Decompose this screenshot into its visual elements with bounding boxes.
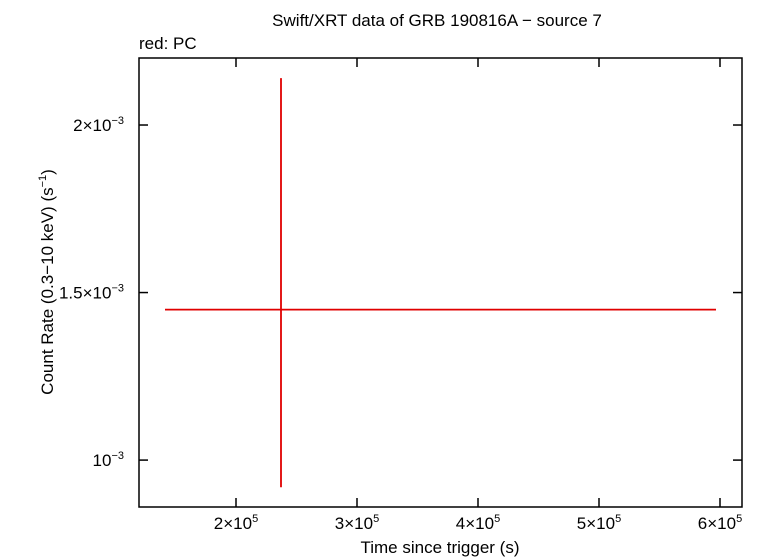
plot-frame [138, 57, 743, 508]
x-axis-label: Time since trigger (s) [360, 538, 519, 557]
y-axis-label-end: ) [38, 169, 57, 175]
annotation: red: PC [139, 34, 197, 53]
tick-label: 2×105 [214, 513, 258, 533]
tick-label-exponent: 5 [373, 513, 379, 525]
tick-label-mantissa: 1.5×10 [59, 284, 111, 303]
tick-label-exponent: 5 [494, 513, 500, 525]
tick-label: 1.5×10−3 [59, 283, 124, 303]
tick-label: 10−3 [93, 450, 124, 470]
tick-label-mantissa: 2×10 [214, 514, 252, 533]
tick-label-exponent: −3 [111, 283, 124, 295]
tick-label-exponent: −3 [111, 115, 124, 127]
tick-label-exponent: 5 [615, 513, 621, 525]
tick-label: 4×105 [456, 513, 500, 533]
tick-label-mantissa: 5×10 [577, 514, 615, 533]
tick-label: 6×105 [698, 513, 742, 533]
tick-label-exponent: 5 [736, 513, 742, 525]
tick-label: 3×105 [335, 513, 379, 533]
chart-title: Swift/XRT data of GRB 190816A − source 7 [272, 11, 602, 30]
tick-label-mantissa: 4×10 [456, 514, 494, 533]
tick-label-mantissa: 6×10 [698, 514, 736, 533]
y-axis-label: Count Rate (0.3−10 keV) (s−1) [37, 169, 57, 395]
y-axis-label-exponent: −1 [37, 175, 49, 188]
y-axis-label-text: Count Rate (0.3−10 keV) (s [38, 187, 57, 394]
tick-label-exponent: −3 [111, 450, 124, 462]
tick-label-mantissa: 3×10 [335, 514, 373, 533]
tick-label: 2×10−3 [73, 115, 124, 135]
tick-label-mantissa: 2×10 [73, 116, 111, 135]
tick-label-mantissa: 10 [93, 451, 112, 470]
tick-label-exponent: 5 [252, 513, 258, 525]
tick-label: 5×105 [577, 513, 621, 533]
